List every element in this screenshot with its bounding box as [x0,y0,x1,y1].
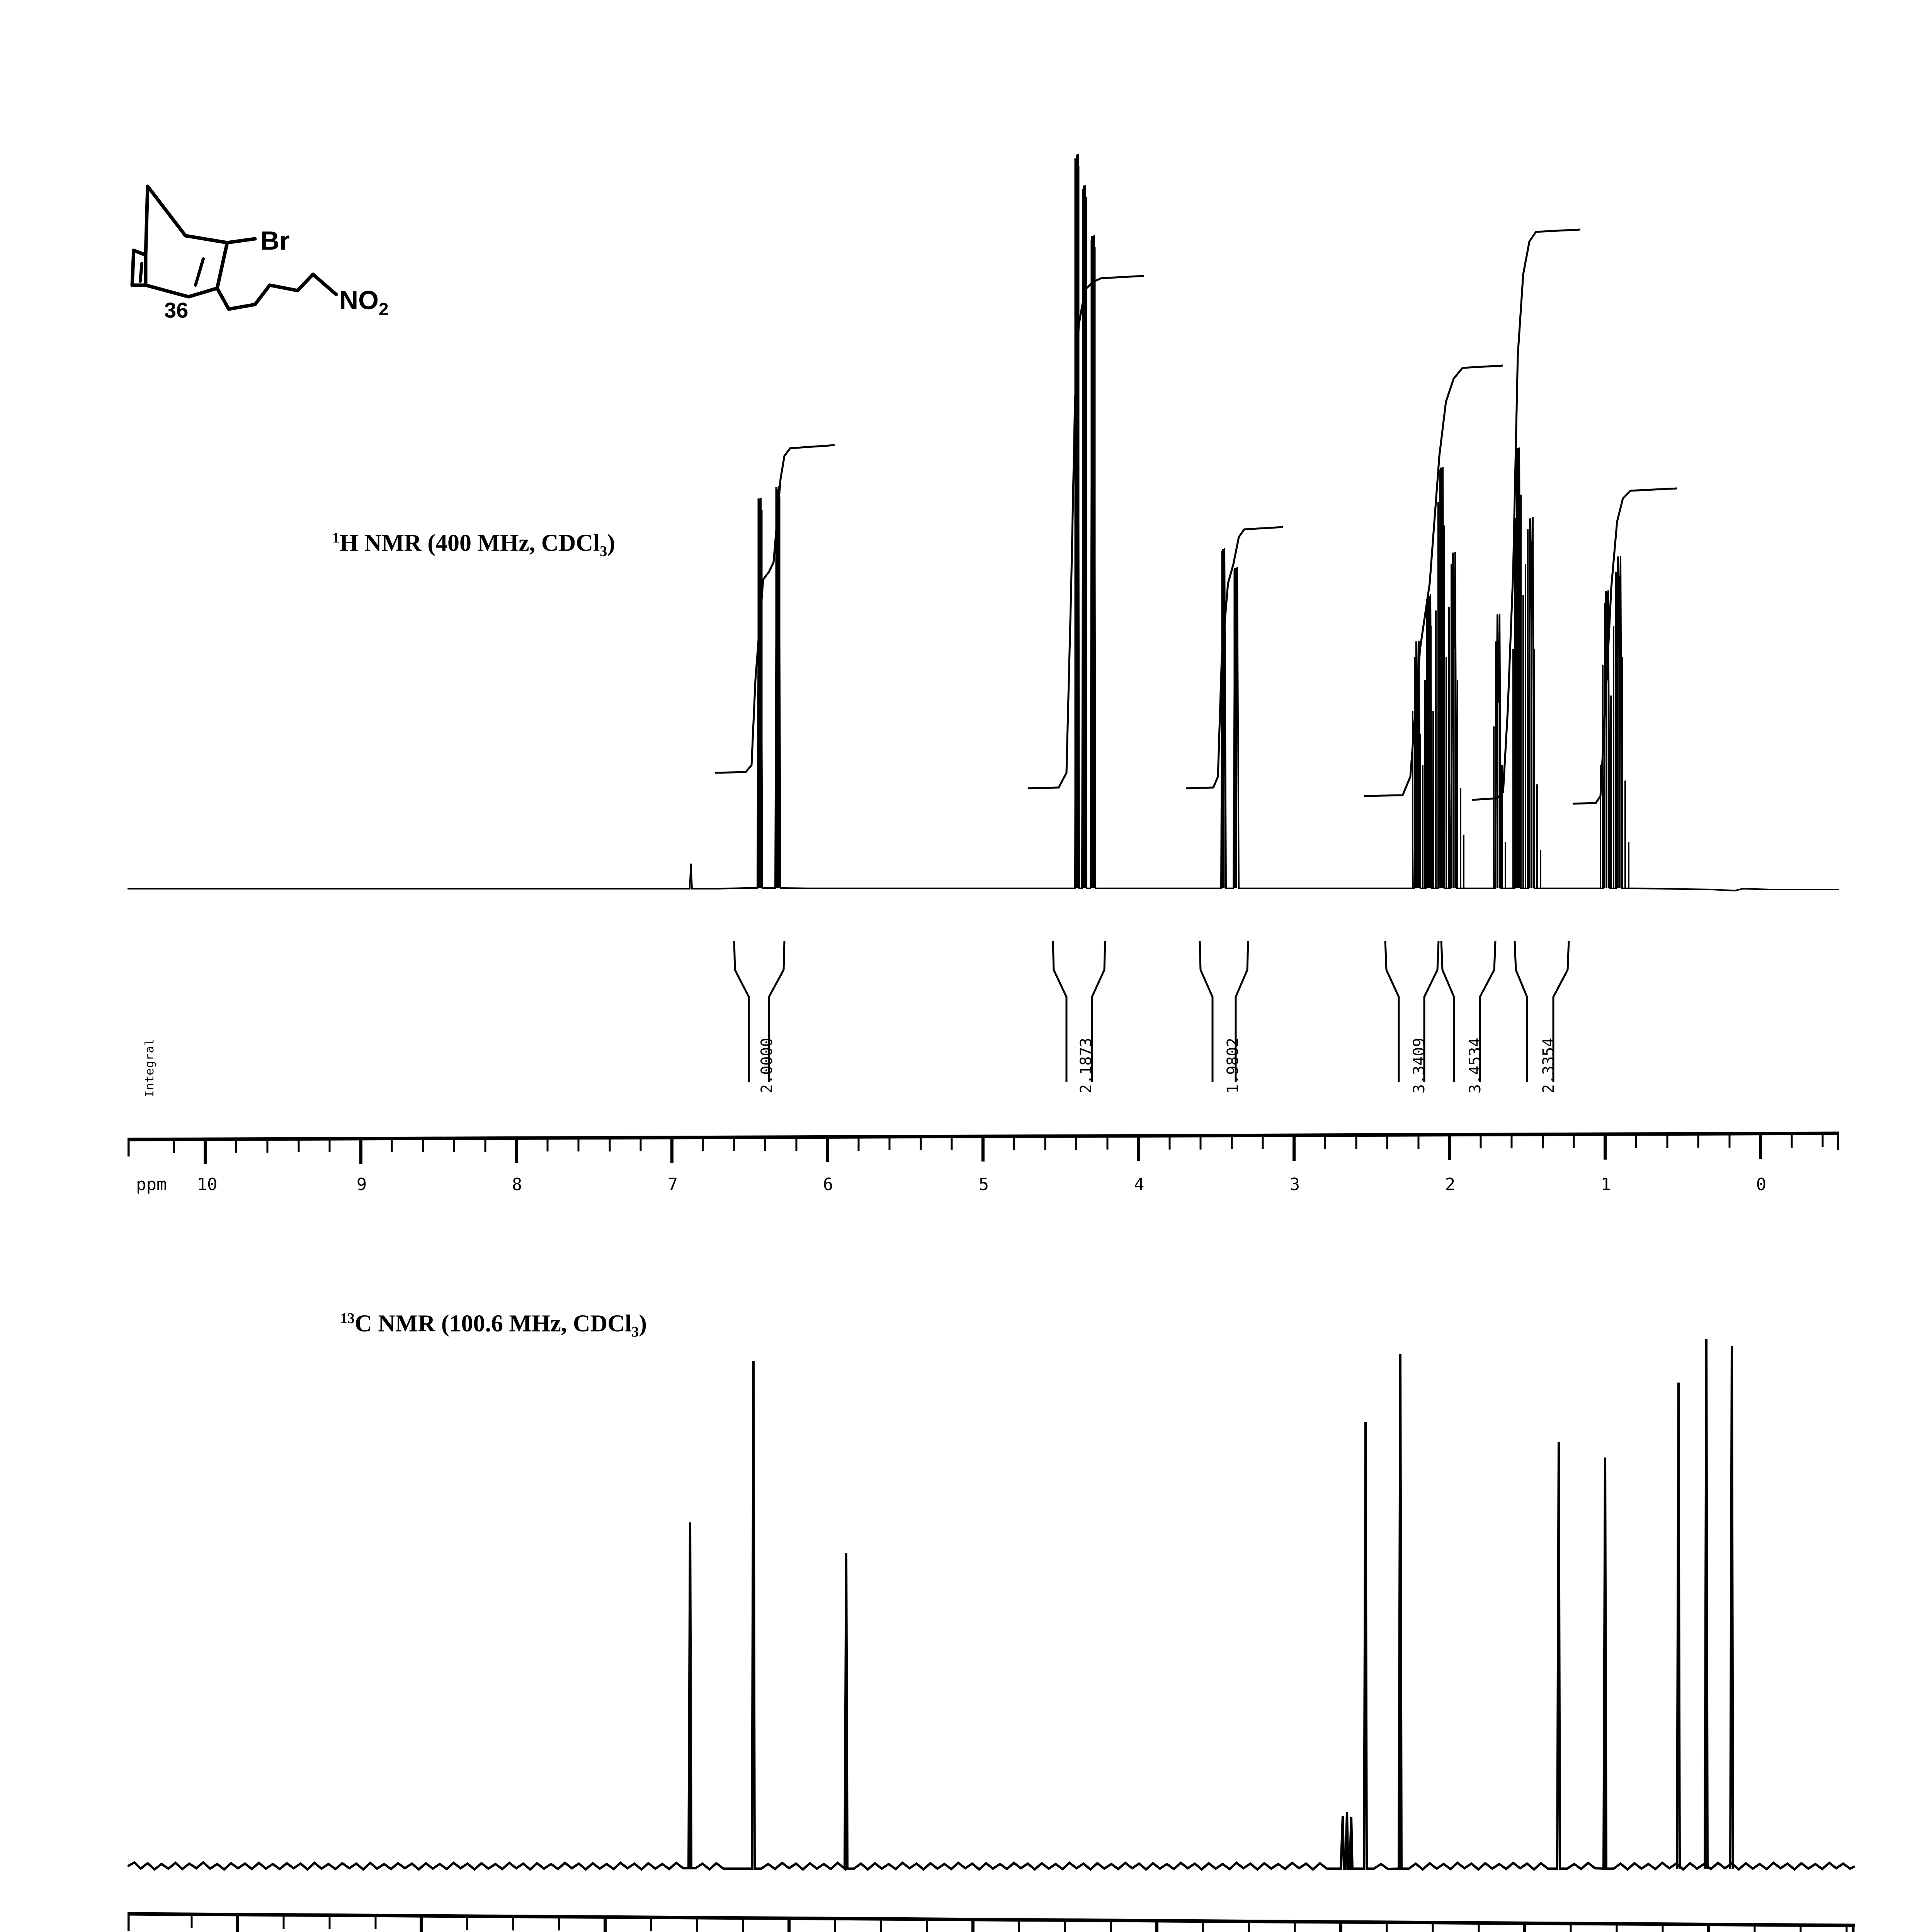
proton-integral-brackets [733,940,1570,1082]
proton-axis-svg [128,1131,1839,1164]
proton-tick-1: 1 [1600,1175,1611,1194]
proton-tick-0: 0 [1756,1175,1767,1194]
proton-tick-2: 2 [1445,1175,1456,1194]
integral-value-5: 3.4534 [1466,1037,1484,1094]
proton-nmr-axis [128,1126,1839,1173]
proton-tick-3: 3 [1289,1175,1300,1194]
br-atom-label: Br [260,226,290,255]
proton-spectrum-trace [128,153,1839,892]
carbon-nmr-title-close: ) [639,1310,647,1337]
proton-nmr-title: 1H NMR (400 MHz, CDCl3) [332,529,615,560]
chemical-structure-drawing: Br NO2 36 [128,182,444,336]
proton-tick-10: 10 [197,1175,218,1194]
proton-tick-5: 5 [978,1175,989,1194]
carbon-nmr-title: 13C NMR (100.6 MHz, CDCl3) [340,1310,647,1340]
integral-value-1: 2.0000 [758,1037,776,1094]
proton-nmr-panel [128,108,1839,1082]
structure-svg: Br NO2 [130,184,389,319]
carbon-nmr-svg [128,1339,1855,1871]
carbon-nmr-title-subscript: 3 [631,1324,639,1340]
proton-tick-9: 9 [356,1175,367,1194]
proton-tick-8: 8 [512,1175,522,1194]
carbon-axis-svg [128,1912,1855,1932]
integral-value-4: 3.3409 [1410,1037,1428,1094]
integral-value-3: 1.9802 [1224,1037,1242,1094]
proton-nmr-svg [128,153,1839,1082]
proton-integral-curves [714,228,1677,805]
proton-nmr-title-subscript: 3 [600,543,607,560]
carbon-nmr-axis [128,1907,1855,1932]
proton-nmr-title-close: ) [607,530,615,556]
proton-nmr-title-main: H NMR (400 MHz, CDCl [340,530,600,556]
integral-value-6: 2.3354 [1540,1037,1558,1094]
integral-value-2: 2.1873 [1077,1037,1095,1094]
integral-axis-label: Integral [143,1038,156,1098]
proton-nmr-title-superscript: 1 [332,530,340,546]
proton-tick-6: 6 [823,1175,833,1194]
carbon-nmr-title-main: C NMR (100.6 MHz, CDCl [355,1310,632,1337]
proton-axis-unit-label: ppm [136,1175,167,1194]
proton-tick-4: 4 [1134,1175,1145,1194]
carbon-nmr-panel [128,1306,1855,1893]
compound-number-label: 36 [164,298,189,322]
carbon-nmr-title-superscript: 13 [340,1310,355,1327]
proton-tick-7: 7 [667,1175,678,1194]
carbon-spectrum-trace [128,1339,1855,1871]
